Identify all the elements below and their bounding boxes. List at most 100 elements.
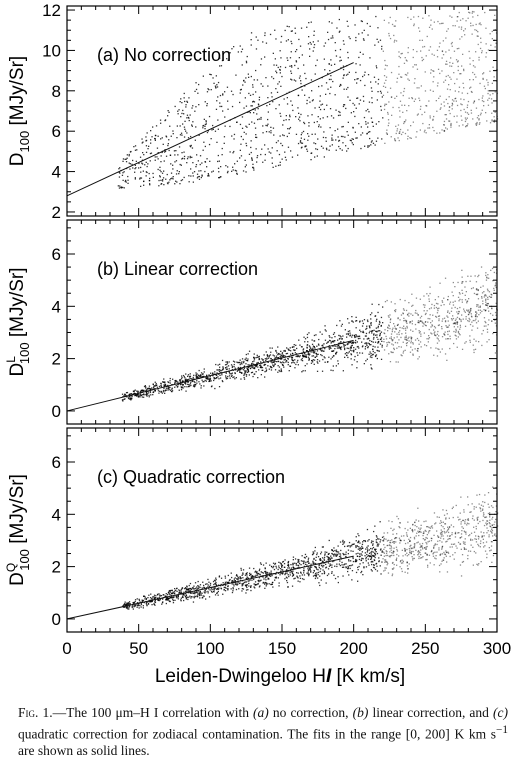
data-point [435,335,437,337]
data-point [134,164,136,166]
data-point [433,70,435,72]
data-point [125,604,127,606]
data-point [399,100,402,102]
data-point [160,183,162,185]
data-point [437,535,439,537]
data-point [427,317,429,320]
data-point [347,121,349,123]
data-point [433,332,435,334]
data-point [356,361,358,363]
data-point [282,354,284,356]
data-point [455,97,457,99]
data-point [303,562,305,564]
data-point [224,581,227,583]
data-point [174,381,176,383]
data-point [291,585,294,587]
data-point [157,388,159,390]
data-point [396,553,398,556]
data-point [329,563,331,565]
data-point [189,375,192,377]
data-point [415,328,417,330]
data-point [150,593,152,595]
data-point [412,304,414,306]
data-point [460,536,463,538]
data-point [367,550,369,552]
data-point [196,382,198,384]
data-point [339,56,341,58]
data-point [491,120,493,122]
data-point [190,175,192,177]
data-point [488,295,491,298]
data-point [258,355,260,358]
data-point [433,76,435,78]
data-point [139,393,141,396]
data-point [198,178,201,180]
data-point [244,370,246,372]
data-point [194,582,197,584]
data-point [485,52,488,54]
data-point [161,180,164,182]
data-point [349,99,351,101]
data-point [386,299,388,302]
data-point [417,321,419,324]
data-point [343,566,345,568]
data-point [482,508,484,510]
data-point [346,131,348,133]
data-point [425,55,427,57]
data-point [126,391,129,394]
data-point [410,338,413,340]
data-point [385,76,388,78]
data-point [284,151,286,153]
data-point [175,180,177,182]
data-point [362,53,364,55]
data-point [234,372,236,375]
data-point [419,543,421,545]
data-point [286,569,288,571]
data-point [169,590,171,592]
data-point [210,590,213,592]
data-point [399,132,401,134]
data-point [227,574,229,577]
data-point [361,570,363,573]
data-point [427,532,430,534]
data-point [393,347,395,349]
data-point [442,54,445,56]
data-point [330,115,333,117]
data-point [231,583,233,585]
data-point [424,344,426,346]
data-point [200,375,202,377]
data-point [175,160,178,162]
data-point [477,115,480,117]
data-point [314,577,317,580]
data-point [314,356,317,358]
data-point [473,292,476,295]
data-point [247,353,249,355]
data-point [210,587,212,589]
data-point [307,353,309,355]
data-point [368,111,370,113]
data-point [418,27,420,29]
data-point [222,367,224,369]
data-point [476,517,478,519]
data-point [177,381,179,383]
data-point [143,385,146,388]
data-point [417,358,419,360]
data-point [245,164,247,166]
data-point [363,116,366,119]
data-point [191,107,193,109]
data-point [376,38,378,40]
data-point [449,338,451,340]
data-point [410,313,412,315]
data-point [323,343,325,345]
data-point [242,584,244,586]
data-point [280,368,282,370]
data-point [470,90,473,93]
data-point [272,364,274,366]
data-point [192,596,194,598]
data-point [283,98,285,100]
data-point [433,329,435,331]
data-point [369,558,372,560]
data-point [225,165,227,167]
data-point [269,347,271,349]
data-point [164,392,166,394]
